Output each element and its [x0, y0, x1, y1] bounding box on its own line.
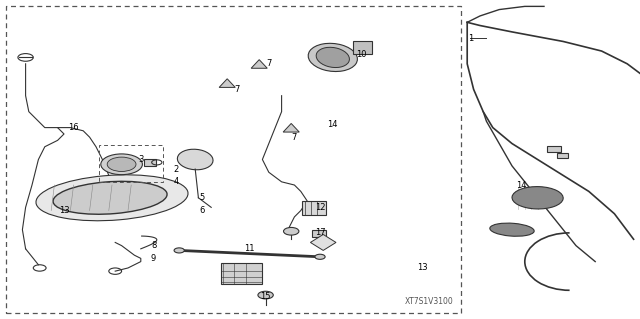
Polygon shape: [283, 123, 300, 132]
Ellipse shape: [107, 157, 136, 172]
Circle shape: [284, 227, 299, 235]
Bar: [6, 6, 461, 313]
Text: 16: 16: [68, 123, 79, 132]
Bar: [312, 230, 326, 237]
Ellipse shape: [490, 223, 534, 236]
Text: 1: 1: [468, 34, 473, 43]
Text: 7: 7: [292, 133, 297, 142]
Text: 12: 12: [315, 203, 325, 212]
Text: 6: 6: [199, 206, 204, 215]
Ellipse shape: [512, 187, 563, 209]
Text: 7: 7: [266, 59, 271, 68]
Text: XT7S1V3100: XT7S1V3100: [404, 297, 453, 306]
Text: 13: 13: [59, 206, 69, 215]
Ellipse shape: [36, 175, 188, 221]
Polygon shape: [310, 234, 336, 250]
Bar: [99, 145, 163, 182]
Bar: [353, 41, 372, 54]
Polygon shape: [251, 60, 268, 68]
Text: 9: 9: [151, 254, 156, 263]
Bar: [221, 263, 262, 284]
Circle shape: [258, 291, 273, 299]
Circle shape: [315, 254, 325, 259]
Text: 2: 2: [173, 165, 179, 174]
Text: 14: 14: [328, 120, 338, 129]
Text: 14: 14: [516, 181, 527, 189]
Text: 10: 10: [356, 50, 367, 59]
Text: 15: 15: [260, 292, 271, 301]
Text: 8: 8: [151, 241, 156, 250]
Text: 5: 5: [199, 193, 204, 202]
Text: 11: 11: [244, 244, 255, 253]
Text: 7: 7: [234, 85, 239, 94]
Ellipse shape: [316, 47, 349, 68]
Bar: [547, 146, 561, 152]
Ellipse shape: [101, 154, 143, 175]
Bar: [302, 201, 326, 215]
Bar: [557, 153, 568, 158]
Text: 17: 17: [315, 228, 325, 237]
Ellipse shape: [177, 149, 213, 170]
Circle shape: [174, 248, 184, 253]
Ellipse shape: [308, 43, 357, 71]
Text: 13: 13: [417, 263, 428, 272]
Text: 4: 4: [173, 177, 179, 186]
Polygon shape: [219, 79, 236, 87]
Text: 3: 3: [138, 155, 143, 164]
Bar: [144, 159, 156, 166]
Ellipse shape: [53, 181, 167, 214]
